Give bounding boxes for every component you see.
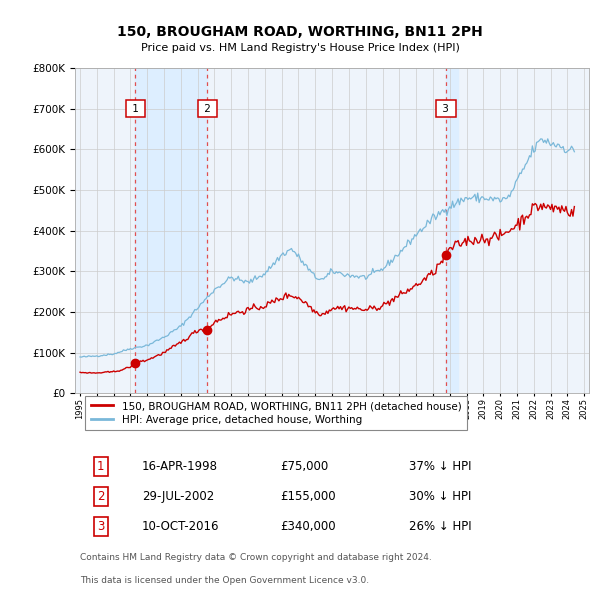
Text: 10-OCT-2016: 10-OCT-2016 (142, 520, 220, 533)
Text: Price paid vs. HM Land Registry's House Price Index (HPI): Price paid vs. HM Land Registry's House … (140, 43, 460, 53)
Text: 1: 1 (129, 103, 142, 113)
Text: 2: 2 (201, 103, 214, 113)
Legend: 150, BROUGHAM ROAD, WORTHING, BN11 2PH (detached house), HPI: Average price, det: 150, BROUGHAM ROAD, WORTHING, BN11 2PH (… (85, 396, 467, 430)
Text: £340,000: £340,000 (281, 520, 337, 533)
Text: £75,000: £75,000 (281, 460, 329, 473)
Text: 3: 3 (97, 520, 104, 533)
Text: 37% ↓ HPI: 37% ↓ HPI (409, 460, 472, 473)
Text: 2: 2 (97, 490, 104, 503)
Text: This data is licensed under the Open Government Licence v3.0.: This data is licensed under the Open Gov… (80, 576, 369, 585)
Text: 150, BROUGHAM ROAD, WORTHING, BN11 2PH: 150, BROUGHAM ROAD, WORTHING, BN11 2PH (117, 25, 483, 39)
Text: Contains HM Land Registry data © Crown copyright and database right 2024.: Contains HM Land Registry data © Crown c… (80, 553, 432, 562)
Bar (136, 68, 208, 394)
Text: 3: 3 (439, 103, 452, 113)
Text: 30% ↓ HPI: 30% ↓ HPI (409, 490, 472, 503)
Text: 29-JUL-2002: 29-JUL-2002 (142, 490, 214, 503)
Text: 1: 1 (97, 460, 104, 473)
Text: 26% ↓ HPI: 26% ↓ HPI (409, 520, 472, 533)
Bar (446, 68, 458, 394)
Text: £155,000: £155,000 (281, 490, 337, 503)
Text: 16-APR-1998: 16-APR-1998 (142, 460, 218, 473)
